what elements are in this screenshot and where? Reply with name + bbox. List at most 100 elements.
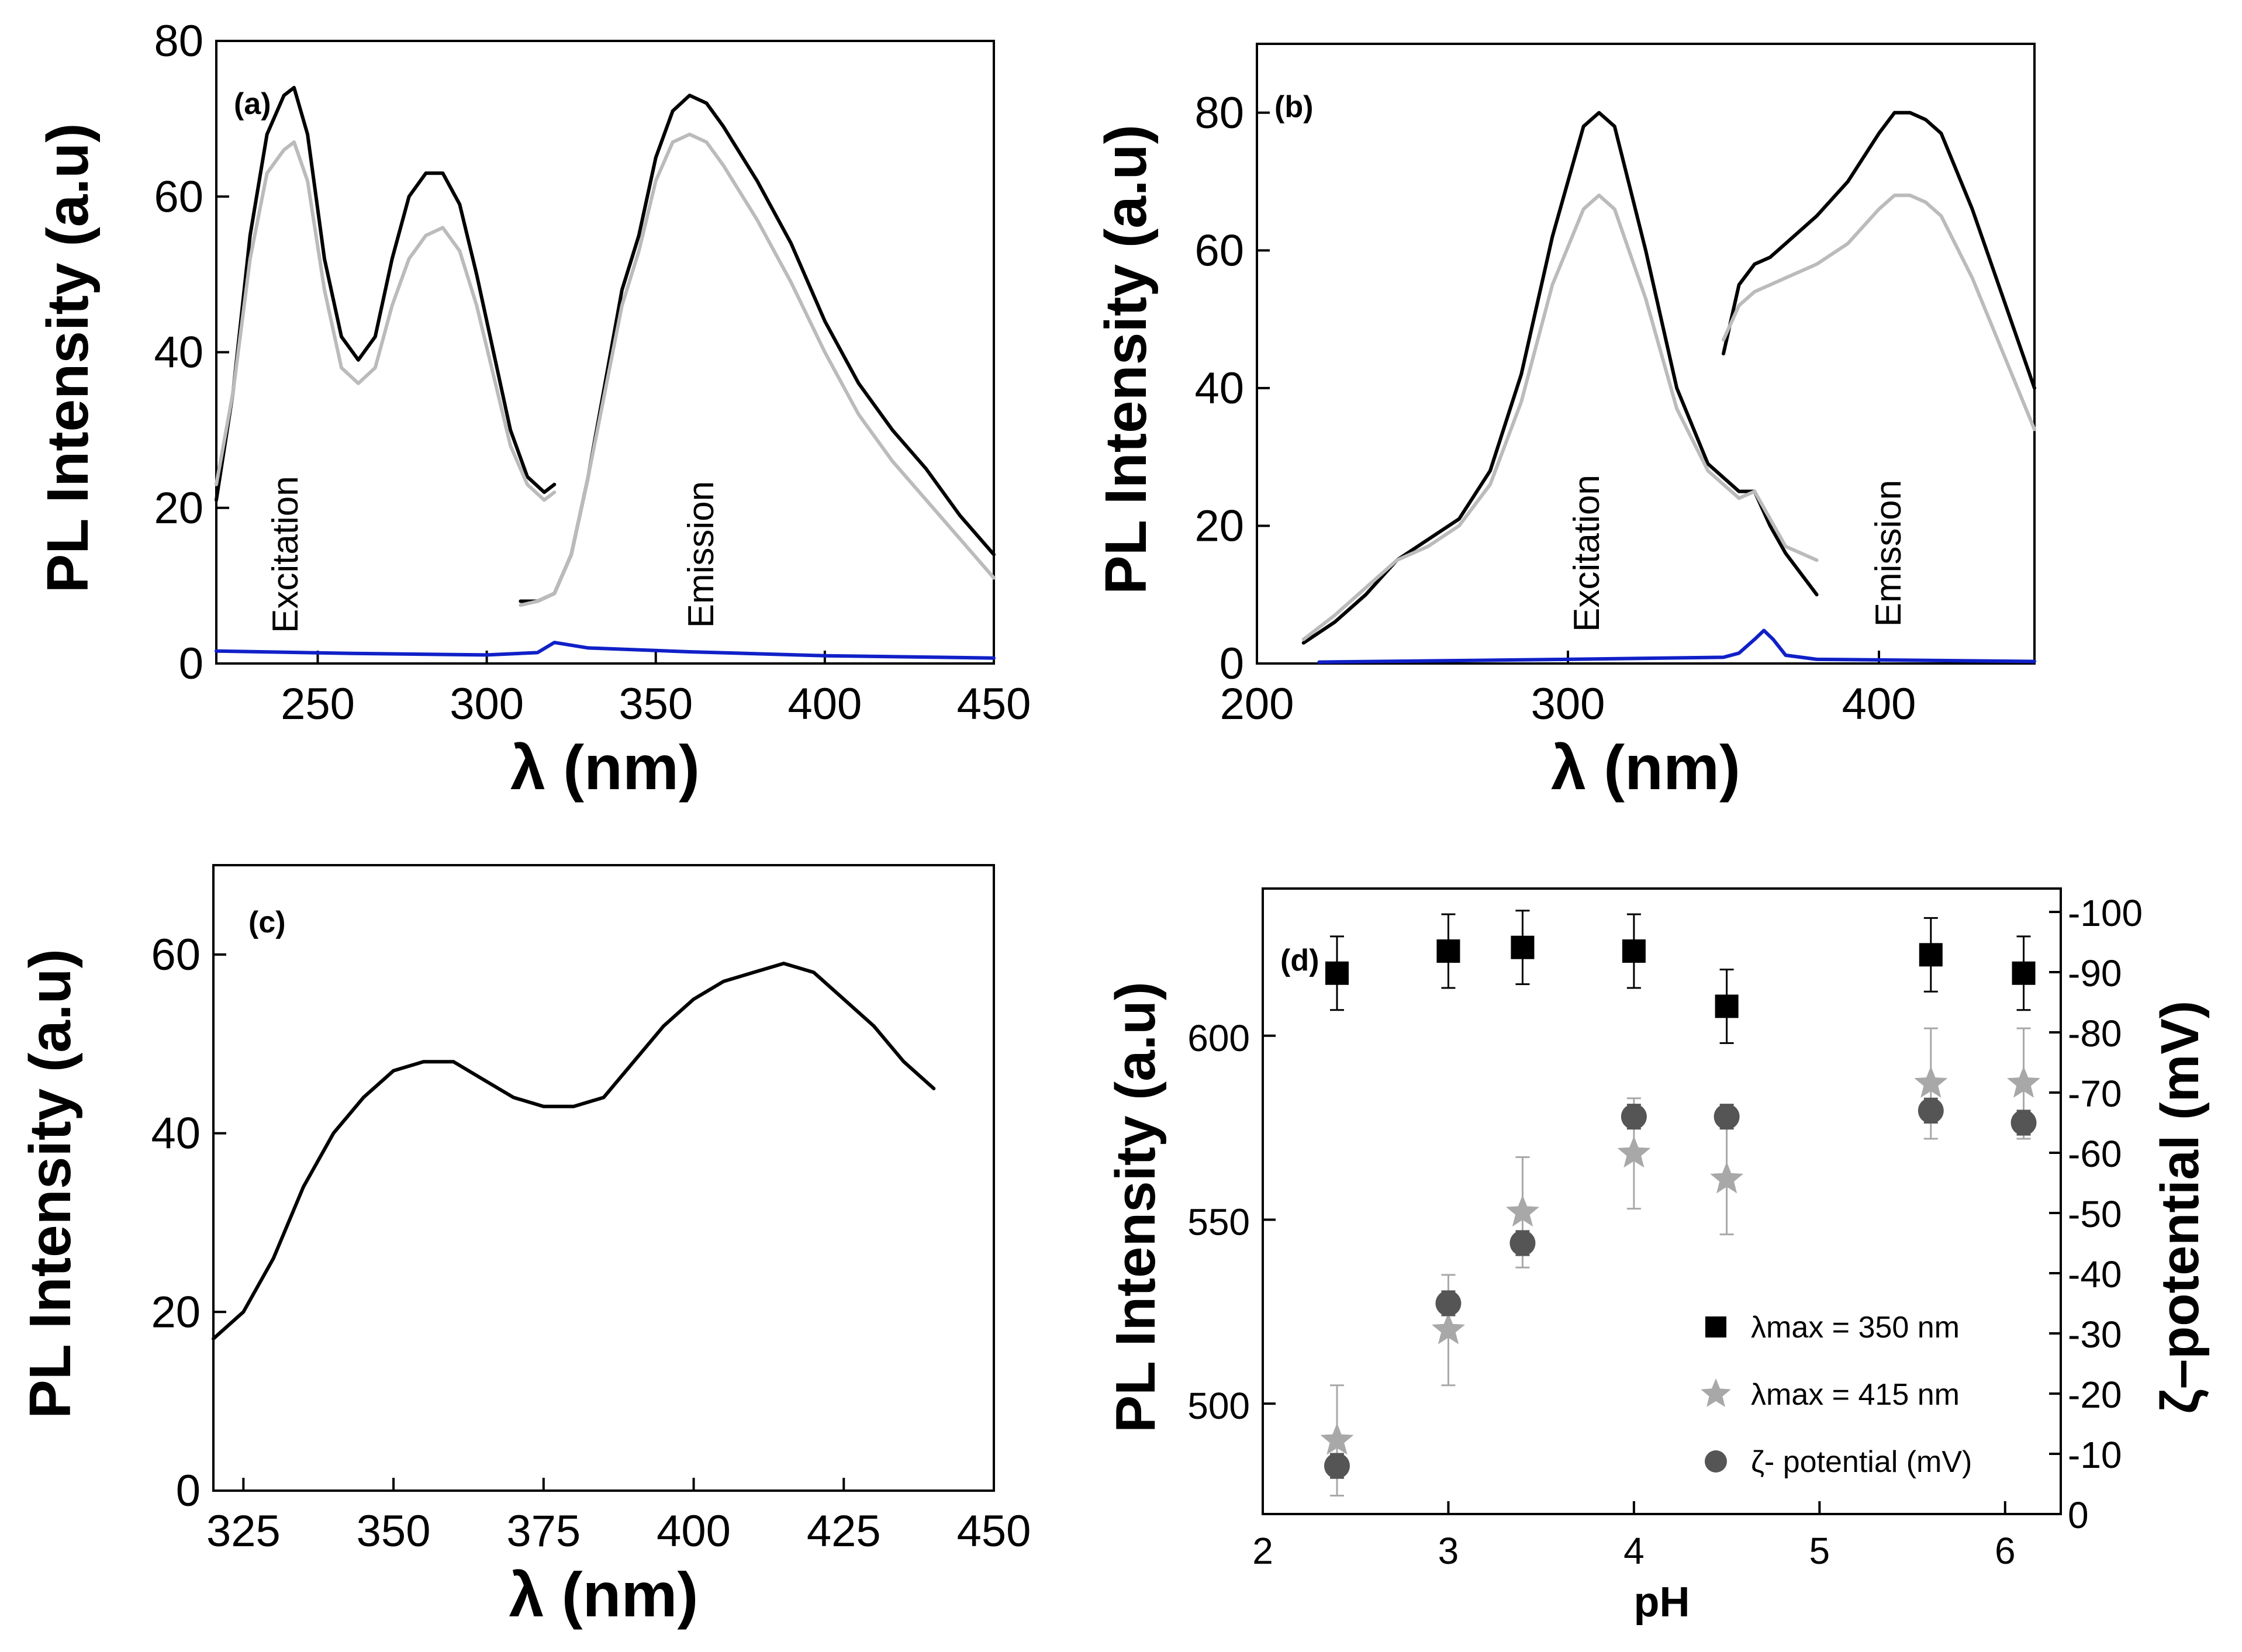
y-tick-label: 550 (1187, 1201, 1250, 1243)
series-emission-black (519, 94, 996, 603)
y2-tick-label: -30 (2068, 1314, 2122, 1356)
annotation-excitation: Excitation (265, 476, 306, 633)
y-tick-label: 0 (1220, 639, 1244, 689)
y2-tick-label: -100 (2068, 892, 2143, 934)
y-tick-label: 0 (179, 639, 203, 689)
point-circle (1918, 1097, 1944, 1124)
legend-label: λmax = 350 nm (1751, 1311, 1960, 1345)
point-star (2007, 1066, 2040, 1098)
point-square (1622, 939, 1646, 963)
panel-b: 200 300 400 0 20 40 60 80 λ (nm) PL Intensity (a.… (1093, 43, 2036, 803)
y-tick-label: 40 (151, 1109, 201, 1159)
x-tick-label: 200 (1220, 679, 1294, 729)
y2-axis-label: ζ–potential (mV) (2150, 1001, 2210, 1414)
point-star (1710, 1162, 1744, 1194)
point-circle (1509, 1230, 1536, 1256)
series-excitation-black (1301, 110, 1819, 645)
series-emission-gray (1722, 193, 2036, 431)
point-circle (1435, 1290, 1462, 1316)
point-star (1914, 1066, 1948, 1098)
series-excitation-gray (1301, 193, 1819, 641)
point-square (1919, 943, 1943, 967)
y2-tick-label: 0 (2068, 1494, 2089, 1536)
x-tick-label: 325 (206, 1506, 281, 1556)
panel-label: (b) (1274, 90, 1313, 124)
x-tick-label: 375 (506, 1506, 581, 1556)
point-circle (1621, 1104, 1647, 1130)
panel-d: 2 3 4 5 6 500 550 600 pH PL Intensity (a.u) (d) 0 -1… (1104, 887, 2210, 1626)
point-star (1617, 1136, 1651, 1168)
y-axis-label: PL Intensity (a.u) (1104, 981, 1167, 1433)
y2-tick-label: -80 (2068, 1012, 2122, 1055)
annotation-excitation: Excitation (1567, 475, 1607, 632)
y2-tick-label: -40 (2068, 1253, 2122, 1295)
series-excitation-gray (215, 140, 557, 502)
series-emission-black (1722, 110, 2036, 390)
annotation-emission: Emission (681, 481, 721, 628)
legend-label: ζ- potential (mV) (1751, 1445, 1972, 1479)
legend-marker (1705, 1316, 1726, 1338)
x-tick-label: 2 (1252, 1530, 1273, 1572)
y-tick-label: 80 (154, 16, 203, 66)
plot-frame (212, 864, 995, 1492)
x-tick-label: 400 (787, 679, 862, 729)
x-tick-label: 400 (1842, 679, 1916, 729)
y2-tick-label: -70 (2068, 1073, 2122, 1115)
x-axis-label: pH (1634, 1579, 1690, 1626)
x-tick-label: 300 (450, 679, 524, 729)
point-star (1431, 1312, 1465, 1345)
legend-marker (1701, 1378, 1731, 1407)
annotation-emission: Emission (1868, 480, 1909, 627)
x-tick-label: 450 (957, 679, 1031, 729)
point-star (1505, 1194, 1539, 1227)
y-tick-label: 60 (154, 172, 203, 222)
point-square (2012, 961, 2036, 985)
plot-frame (1262, 887, 2062, 1515)
x-axis-label: λ (nm) (509, 1559, 699, 1630)
point-circle (1714, 1104, 1740, 1130)
x-tick-label: 6 (1995, 1530, 2016, 1572)
y-tick-label: 40 (154, 328, 203, 378)
legend-marker (1705, 1450, 1727, 1473)
y2-tick-label: -90 (2068, 952, 2122, 994)
y-axis-label: PL Intensity (a.u) (35, 123, 101, 593)
x-tick-label: 3 (1438, 1530, 1459, 1572)
y-tick-label: 60 (1194, 226, 1244, 275)
y-axis-label: PL Intensity (a.u) (1093, 125, 1159, 595)
point-square (1325, 961, 1349, 985)
panel-label: (d) (1280, 943, 1319, 977)
x-tick-label: 425 (807, 1506, 881, 1556)
y-tick-label: 20 (151, 1287, 201, 1337)
series-excitation-black (215, 85, 557, 502)
point-circle (1324, 1453, 1350, 1479)
series-emission (212, 962, 936, 1341)
plot-frame (215, 40, 995, 665)
x-tick-label: 5 (1809, 1530, 1830, 1572)
y-tick-label: 20 (1194, 501, 1244, 551)
y-tick-label: 20 (154, 483, 203, 533)
panel-label: (a) (234, 87, 271, 121)
y-tick-label: 60 (151, 930, 201, 980)
panel-c: 325 350 375 400 425 450 0 20 40 60 λ (nm) PL Intens… (18, 864, 1031, 1630)
series-baseline-blue (215, 641, 996, 660)
x-tick-label: 300 (1531, 679, 1605, 729)
y2-tick-label: -20 (2068, 1374, 2122, 1416)
series-baseline-blue (1317, 628, 2036, 664)
y2-tick-label: -10 (2068, 1434, 2122, 1476)
point-square (1715, 994, 1739, 1018)
x-axis-label: λ (nm) (510, 732, 700, 803)
y-tick-label: 500 (1187, 1385, 1250, 1427)
series-emission-gray (519, 132, 996, 607)
x-tick-label: 450 (957, 1506, 1031, 1556)
legend-label: λmax = 415 nm (1751, 1378, 1960, 1412)
point-circle (2010, 1110, 2037, 1136)
x-axis-label: λ (nm) (1551, 732, 1740, 803)
point-square (1436, 939, 1460, 963)
x-tick-label: 350 (619, 679, 693, 729)
point-star (1320, 1423, 1354, 1455)
panel-label: (c) (248, 906, 286, 939)
y-tick-label: 40 (1194, 364, 1244, 413)
plot-frame (1256, 43, 2036, 665)
y2-tick-label: -50 (2068, 1193, 2122, 1235)
